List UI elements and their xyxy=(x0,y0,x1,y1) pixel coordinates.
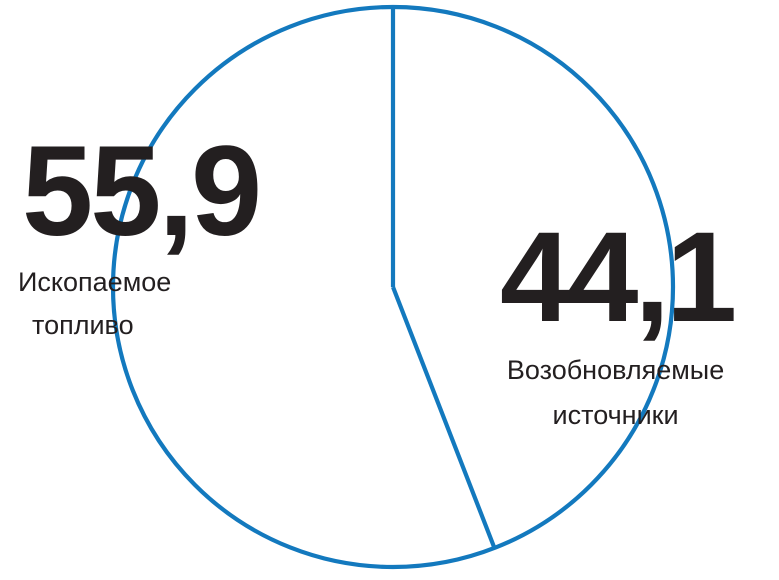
slice-value-fossil-fuel: 55,9 xyxy=(22,120,262,263)
slice-value-renewables: 44,1 xyxy=(500,206,737,349)
slice-label-renewables: 44,1 Возобновляемые источники xyxy=(498,206,737,432)
slice-caption-renewables-line1: Возобновляемые xyxy=(506,355,725,385)
slice-caption-fossil-fuel-line2: топливо xyxy=(32,309,134,340)
slice-caption-renewables-line2: источники xyxy=(552,399,679,430)
pie-divider-lower-right xyxy=(391,286,497,549)
slice-label-fossil-fuel: 55,9 Ископаемое топливо xyxy=(18,120,262,342)
slice-caption-fossil-fuel-line1: Ископаемое xyxy=(18,267,172,297)
